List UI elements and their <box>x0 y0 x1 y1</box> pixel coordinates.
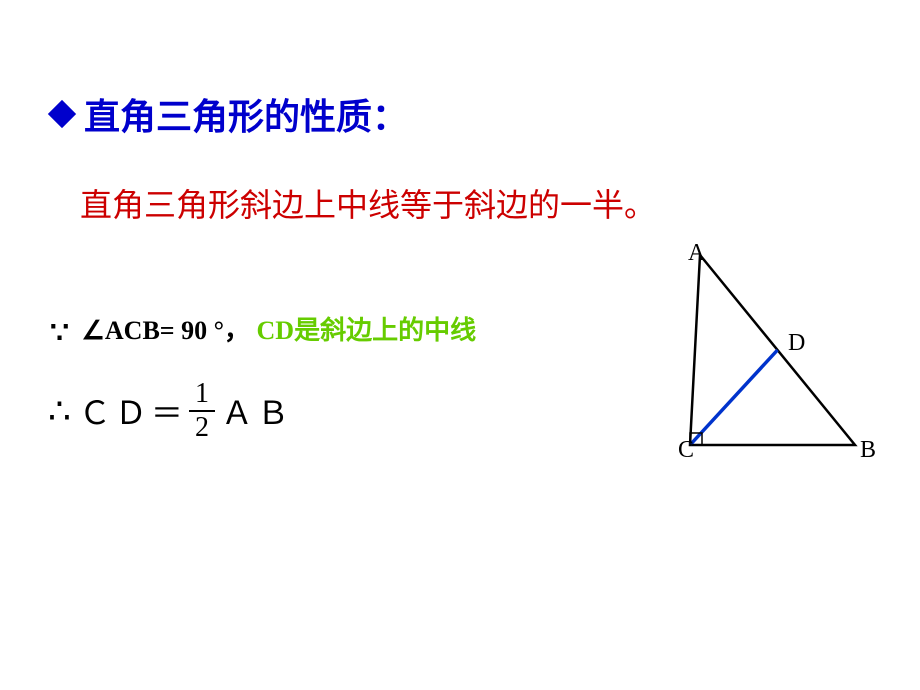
theorem-statement: 直角三角形斜边上中线等于斜边的一半。 <box>80 180 656 226</box>
conclusion-equals: ＝ <box>151 388 183 434</box>
vertex-label-A: A <box>688 240 705 267</box>
fraction: 1 2 <box>189 380 215 442</box>
vertex-label-C: C <box>678 437 694 464</box>
conclusion-right-var: ＡＢ <box>221 388 293 434</box>
diamond-bullet-icon <box>48 100 76 128</box>
fraction-denominator: 2 <box>189 410 215 442</box>
triangle-diagram: A B C D <box>670 245 890 465</box>
median-line <box>690 350 778 445</box>
angle-condition: ∠ACB= 90 °， <box>82 316 250 345</box>
vertex-label-B: B <box>860 437 876 464</box>
midpoint-label-D: D <box>788 330 805 357</box>
conclusion-left-var: ＣＤ <box>79 388 151 434</box>
median-condition: CD是斜边上的中线 <box>257 316 477 345</box>
page-title: 直角三角形的性质： <box>84 88 408 140</box>
because-symbol: ∵ <box>50 317 69 350</box>
given-condition: ∵ ∠ACB= 90 °， CD是斜边上的中线 <box>50 310 476 351</box>
triangle-svg <box>670 245 890 465</box>
therefore-symbol: ∴ <box>48 390 71 432</box>
fraction-numerator: 1 <box>189 380 215 410</box>
conclusion: ∴ ＣＤ ＝ 1 2 ＡＢ <box>48 380 293 442</box>
title-row: 直角三角形的性质： <box>52 88 408 140</box>
